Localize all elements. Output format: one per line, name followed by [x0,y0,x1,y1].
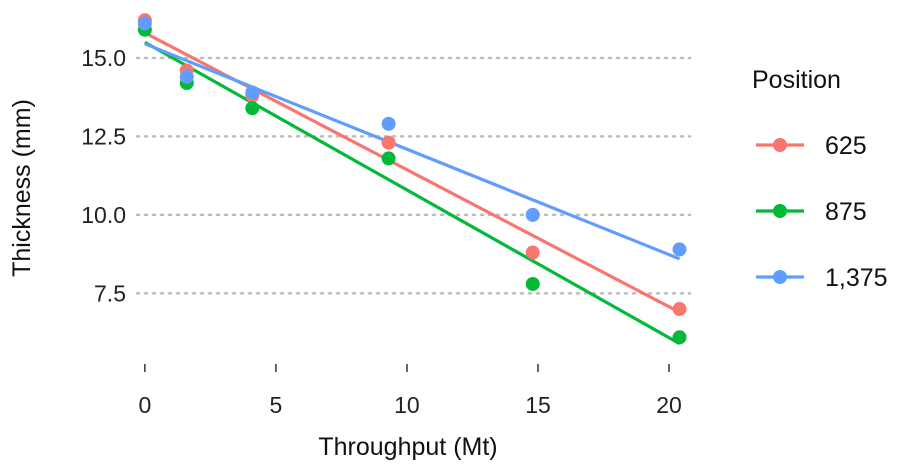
data-point-625 [672,302,687,317]
y-tick-label: 7.5 [94,280,126,306]
legend-key-dot [773,138,787,152]
y-tick-label: 10.0 [81,202,126,228]
data-point-1375 [245,85,260,100]
data-point-875 [525,276,540,291]
data-point-875 [381,151,396,166]
data-point-1375 [525,207,540,222]
legend-item-875: 875 [756,198,867,226]
data-point-1375 [672,242,687,257]
data-point-875 [245,101,260,116]
data-point-1375 [381,116,396,131]
fit-line-875 [144,40,681,345]
data-point-1375 [137,16,152,31]
data-points [137,13,687,345]
x-tick-label: 0 [138,392,151,418]
fit-line-1375 [144,42,681,261]
x-tick-label: 20 [656,392,682,418]
data-point-625 [525,245,540,260]
y-tick-label: 15.0 [81,45,126,71]
legend-key-dot [773,204,787,218]
legend: Position 625 875 1,375 [752,66,888,292]
x-axis-ticks: 0 5 10 15 20 [138,364,682,418]
x-axis-title: Throughput (Mt) [318,433,497,461]
grid-lines [135,56,692,295]
legend-item-625: 625 [756,132,867,160]
legend-label: 875 [825,198,867,226]
legend-label: 625 [825,132,867,160]
data-point-1375 [179,69,194,84]
y-axis-title: Thickness (mm) [8,99,36,277]
data-point-875 [672,330,687,345]
legend-title: Position [752,66,841,94]
y-axis-ticks: 7.5 10.0 12.5 15.0 [81,45,126,306]
y-tick-label: 12.5 [81,123,126,149]
legend-item-1375: 1,375 [756,264,888,292]
fit-lines [144,31,681,345]
x-tick-label: 15 [525,392,551,418]
legend-key-dot [773,270,787,284]
x-tick-label: 10 [394,392,420,418]
data-point-625 [381,135,396,150]
x-tick-label: 5 [270,392,283,418]
legend-label: 1,375 [825,264,888,292]
